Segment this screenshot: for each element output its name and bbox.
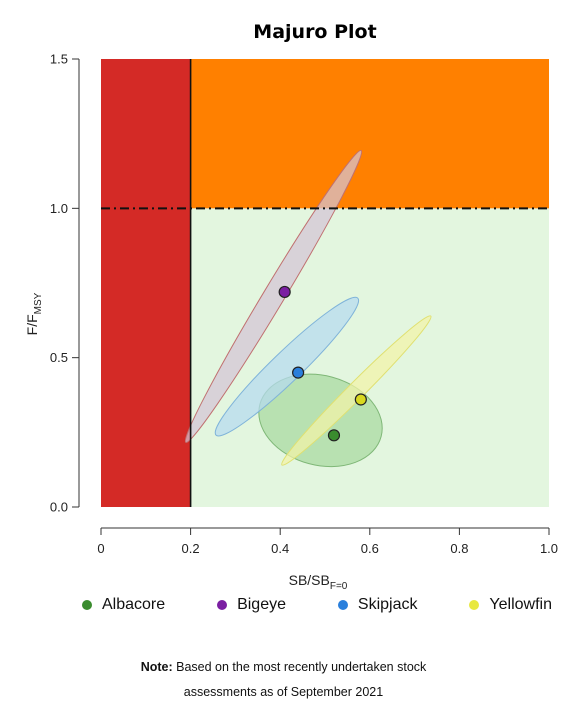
bigeye-point [278, 285, 291, 299]
y-tick-label: 1.0 [50, 201, 68, 216]
chart-title: Majuro Plot [253, 21, 376, 43]
y-tick-label: 0.0 [50, 500, 68, 515]
legend-item-yellowfin: Yellowfin [469, 596, 552, 614]
x-tick-label: 0.8 [450, 541, 468, 556]
red-zone [101, 59, 191, 507]
albacore-point [327, 429, 341, 442]
footnote-line-2: assessments as of September 2021 [183, 685, 384, 699]
legend-item-albacore: Albacore [82, 596, 165, 614]
majuro-plot: Majuro Plot 0 0.2 0.4 0.6 0.8 1.0 0.0 0.5 1.0 1.5… [24, 21, 558, 590]
plot-area [101, 59, 549, 508]
legend: Albacore Bigeye Skipjack Yellowfin [82, 596, 552, 614]
footnote: Note: Based on the most recently underta… [0, 655, 567, 705]
skipjack-dot-icon [337, 600, 348, 610]
skipjack-point [292, 366, 305, 379]
note-prefix: Note: [140, 660, 173, 674]
x-tick-label: 0.6 [361, 541, 379, 556]
y-axis-label: F/FMSY [24, 292, 44, 335]
x-tick-label: 1.0 [540, 541, 558, 556]
legend-item-skipjack: Skipjack [337, 596, 418, 614]
x-tick-label: 0.2 [182, 541, 200, 556]
orange-zone [190, 59, 549, 209]
legend-item-bigeye: Bigeye [217, 596, 286, 614]
bigeye-ellipse [184, 149, 363, 443]
yellowfin-point [354, 393, 367, 406]
y-tick-label: 0.5 [50, 350, 68, 365]
yellowfin-dot-icon [469, 600, 480, 610]
y-tick-label: 1.5 [50, 52, 68, 67]
green-zone [190, 208, 549, 508]
albacore-dot-icon [82, 600, 92, 610]
x-axis-label: SB/SBF=0 [289, 572, 348, 590]
axes: 0 0.2 0.4 0.6 0.8 1.0 0.0 0.5 1.0 1.5 [50, 52, 558, 557]
footnote-line-1: Note: Based on the most recently underta… [140, 660, 427, 674]
x-tick-label: 0.4 [271, 541, 289, 556]
x-tick-label: 0 [97, 541, 104, 556]
bigeye-dot-icon [217, 600, 228, 610]
